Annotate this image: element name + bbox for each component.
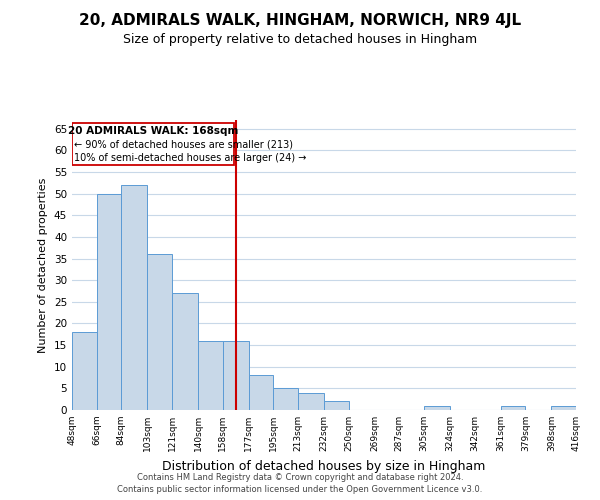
Bar <box>121 185 148 410</box>
Bar <box>97 194 121 410</box>
Bar <box>172 293 198 410</box>
Text: Contains HM Land Registry data © Crown copyright and database right 2024.: Contains HM Land Registry data © Crown c… <box>137 473 463 482</box>
Bar <box>500 406 526 410</box>
FancyBboxPatch shape <box>72 124 233 166</box>
Bar <box>424 406 450 410</box>
Y-axis label: Number of detached properties: Number of detached properties <box>38 178 49 352</box>
Bar <box>223 340 248 410</box>
Text: 10% of semi-detached houses are larger (24) →: 10% of semi-detached houses are larger (… <box>74 154 307 164</box>
Bar <box>148 254 172 410</box>
Bar <box>248 376 274 410</box>
Text: 20 ADMIRALS WALK: 168sqm: 20 ADMIRALS WALK: 168sqm <box>68 126 238 136</box>
Text: Size of property relative to detached houses in Hingham: Size of property relative to detached ho… <box>123 32 477 46</box>
X-axis label: Distribution of detached houses by size in Hingham: Distribution of detached houses by size … <box>163 460 485 472</box>
Bar <box>551 406 576 410</box>
Text: 20, ADMIRALS WALK, HINGHAM, NORWICH, NR9 4JL: 20, ADMIRALS WALK, HINGHAM, NORWICH, NR9… <box>79 12 521 28</box>
Text: Contains public sector information licensed under the Open Government Licence v3: Contains public sector information licen… <box>118 486 482 494</box>
Bar <box>324 402 349 410</box>
Text: ← 90% of detached houses are smaller (213): ← 90% of detached houses are smaller (21… <box>74 140 293 149</box>
Bar <box>72 332 97 410</box>
Bar <box>298 392 324 410</box>
Bar <box>198 340 223 410</box>
Bar <box>274 388 298 410</box>
